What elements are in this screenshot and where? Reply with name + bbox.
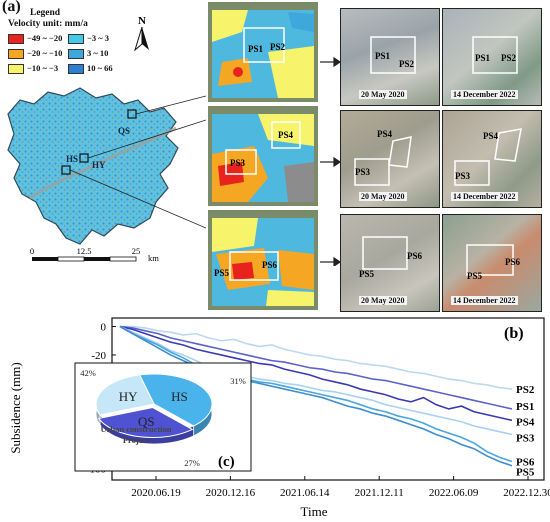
svg-text:PS6: PS6 [407, 251, 423, 261]
zoom-map-3: PS5 PS6 [208, 210, 318, 310]
date-caption: 20 May 2020 [359, 296, 407, 305]
x-tick-label: 2022.12.30 [503, 487, 550, 499]
series-line-ps6 [119, 325, 513, 463]
x-tick-label: 2020.12.16 [206, 487, 256, 499]
pie-label-qs: QS [138, 414, 155, 429]
panel-label-a: (a) [2, 0, 21, 15]
pie-label-hy: HY [119, 389, 138, 404]
legend-title: Legend [30, 8, 61, 18]
svg-text:PS2: PS2 [399, 59, 415, 69]
legend-swatch-6 [68, 64, 84, 75]
zoom-map-2: PS3 PS4 [208, 106, 318, 206]
panel-label-c: (c) [218, 454, 235, 470]
legend-item-3: −20 ~ −10 [8, 48, 62, 60]
svg-text:PS4: PS4 [278, 130, 294, 140]
sat-row1-before: PS1 PS2 20 May 2020 [340, 8, 440, 106]
series-end-label-ps1: PS1 [516, 401, 534, 413]
pie-caption-line2: Project [123, 435, 149, 445]
series-line-ps2 [120, 325, 513, 390]
x-tick-label: 2021.06.14 [280, 487, 330, 499]
svg-text:PS4: PS4 [483, 131, 499, 141]
svg-text:PS1: PS1 [248, 44, 264, 54]
pie-percent-hy: 27% [184, 458, 200, 468]
series-end-label-ps2: PS2 [516, 384, 535, 396]
pie-caption-line1: Urban construction [100, 424, 171, 434]
legend-item-2: −3 ~ 3 [68, 33, 109, 45]
series-end-label-ps6: PS6 [516, 457, 535, 469]
x-tick-label: 2021.12.11 [355, 487, 404, 499]
svg-text:PS5: PS5 [467, 271, 483, 281]
legend-swatch-4 [68, 49, 84, 60]
svg-text:PS6: PS6 [262, 260, 278, 270]
svg-text:PS6: PS6 [505, 257, 521, 267]
date-caption: 14 December 2022 [451, 296, 518, 305]
region-label-qs: QS [118, 126, 130, 136]
region-label-hs: HS [66, 154, 78, 164]
series-line-ps5 [119, 325, 513, 467]
x-tick-label: 2020.06.19 [131, 487, 181, 499]
svg-text:PS3: PS3 [455, 171, 471, 181]
panel-label-b: (b) [504, 325, 524, 342]
svg-text:25: 25 [132, 246, 141, 256]
svg-text:12.5: 12.5 [77, 246, 92, 256]
y-tick-label: -20 [91, 350, 106, 362]
legend-item-1: −49 ~ −20 [8, 33, 62, 45]
pie-slice-qs [97, 406, 194, 439]
pie-slice-hs [138, 373, 213, 427]
legend-item-6: 10 ~ 66 [68, 63, 113, 75]
legend-item-5: −10 ~ −3 [8, 63, 58, 75]
arrow-icon [320, 56, 340, 266]
legend-unit: Velocity unit: mm/a [8, 19, 88, 29]
svg-text:PS3: PS3 [355, 167, 371, 177]
pie-percent-qs: 31% [230, 376, 246, 386]
x-tick-label: 2022.06.09 [429, 487, 479, 499]
series-line-ps4 [119, 325, 513, 422]
series-end-label-ps3: PS3 [516, 432, 535, 444]
pie-slice-hy [95, 374, 155, 416]
legend: Legend Velocity unit: mm/a −49 ~ −20 −3 … [8, 8, 120, 82]
north-label: N [138, 15, 146, 27]
zoom-map-1: PS1 PS2 [208, 2, 318, 102]
svg-text:PS1: PS1 [475, 53, 491, 63]
series-end-label-ps5: PS5 [516, 466, 535, 478]
date-caption: 20 May 2020 [359, 90, 407, 99]
legend-swatch-2 [68, 34, 84, 45]
svg-text:PS3: PS3 [230, 158, 246, 168]
legend-item-4: 3 ~ 10 [68, 48, 108, 60]
y-tick-label: 0 [101, 322, 107, 334]
sat-row1-after: PS1 PS2 14 December 2022 [442, 8, 542, 106]
svg-text:PS4: PS4 [377, 129, 393, 139]
north-arrow-icon: N [134, 15, 149, 52]
svg-text:PS1: PS1 [375, 51, 391, 61]
y-axis-label: Subsidence (mm) [8, 362, 23, 453]
legend-swatch-1 [8, 34, 24, 45]
overview-map: QS HY HS [7, 87, 206, 245]
sat-row3-before: PS5 PS6 20 May 2020 [340, 214, 440, 312]
river [29, 126, 177, 200]
svg-text:0: 0 [30, 246, 34, 256]
sat-row3-after: PS5 PS6 14 December 2022 [442, 214, 542, 312]
legend-swatch-3 [8, 49, 24, 60]
scale-bar: 0 12.5 25 km [30, 246, 159, 263]
svg-text:PS5: PS5 [359, 269, 375, 279]
date-caption: 14 December 2022 [451, 90, 518, 99]
sat-row2-after: PS4 PS3 14 December 2022 [442, 110, 542, 208]
series-line-ps1 [119, 325, 513, 410]
legend-swatch-5 [8, 64, 24, 75]
svg-text:PS2: PS2 [270, 42, 286, 52]
x-axis-label: Time [301, 504, 328, 519]
date-caption: 14 December 2022 [451, 192, 518, 201]
region-label-hy: HY [92, 160, 106, 170]
date-caption: 20 May 2020 [359, 192, 407, 201]
pie-percent-hs: 42% [80, 368, 96, 378]
sat-row2-before: PS4 PS3 20 May 2020 [340, 110, 440, 208]
series-line-ps3 [119, 325, 513, 436]
svg-text:PS2: PS2 [501, 53, 517, 63]
svg-text:km: km [148, 253, 159, 263]
pie-label-hs: HS [171, 389, 188, 404]
svg-text:PS5: PS5 [214, 268, 230, 278]
series-end-label-ps4: PS4 [516, 417, 535, 429]
